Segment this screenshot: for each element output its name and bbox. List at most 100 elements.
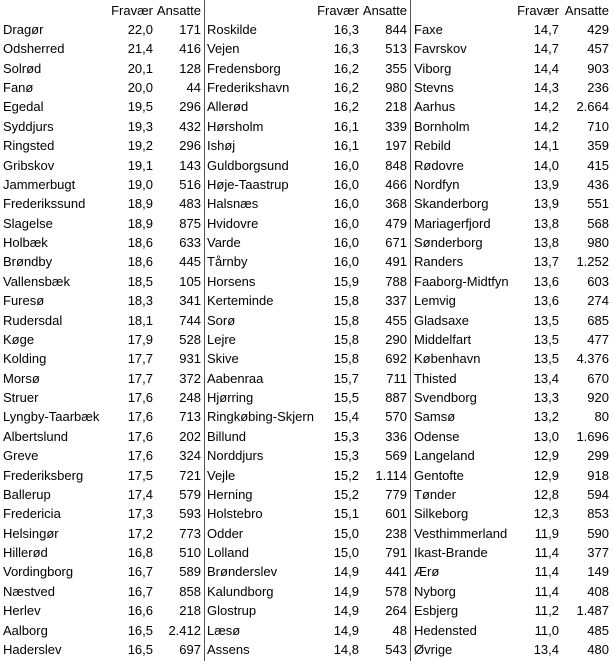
- absence-value: 14,9: [333, 564, 359, 580]
- absence-value: 15,2: [333, 467, 359, 483]
- municipality: Ishøj: [207, 138, 236, 154]
- municipality: Kolding: [3, 351, 47, 367]
- absence-value: 17,7: [127, 370, 153, 386]
- municipality: Slagelse: [3, 215, 53, 231]
- absence-value: 15,8: [333, 293, 359, 309]
- absence-value: 16,1: [333, 118, 359, 134]
- employees-value: 368: [385, 196, 407, 212]
- employees-value: 149: [587, 564, 609, 580]
- municipality: Mariagerfjord: [414, 215, 491, 231]
- municipality: København: [414, 351, 481, 367]
- absence-value: 18,6: [127, 254, 153, 270]
- absence-value: 11,4: [534, 583, 559, 599]
- municipality: Hørsholm: [207, 118, 264, 134]
- employees-value: 105: [179, 273, 201, 289]
- absence-value: 11,4: [534, 545, 559, 560]
- employees-value: 80: [594, 409, 609, 425]
- absence-value: 16,0: [333, 176, 359, 192]
- employees-value: 296: [179, 138, 201, 154]
- municipality: Greve: [3, 448, 39, 464]
- employees-value: 543: [385, 641, 407, 657]
- municipality: Næstved: [3, 583, 56, 599]
- absence-value: 17,6: [127, 428, 153, 444]
- absence-value: 18,9: [127, 215, 153, 231]
- municipality: Vejen: [207, 41, 240, 57]
- employees-value: 844: [385, 21, 407, 37]
- employees-value: 432: [179, 118, 201, 134]
- absence-value: 14,9: [333, 583, 359, 599]
- municipality: Herlev: [3, 603, 41, 619]
- absence-value: 13,8: [533, 215, 559, 231]
- absence-value: 16,3: [333, 41, 359, 57]
- employees-value: 713: [179, 409, 201, 425]
- municipality: Tønder: [414, 486, 456, 502]
- municipality: Skive: [207, 351, 239, 367]
- municipality: Ærø: [414, 564, 440, 580]
- employees-value: 848: [385, 157, 407, 173]
- municipality: Odder: [207, 525, 244, 541]
- absence-value: 14,7: [533, 41, 559, 57]
- employees-value: 299: [587, 448, 609, 464]
- municipality: Morsø: [3, 370, 40, 386]
- absence-value: 16,0: [333, 157, 359, 173]
- employees-value: 355: [385, 60, 407, 76]
- absence-value: 19,5: [127, 99, 153, 115]
- municipality: Vordingborg: [3, 564, 74, 580]
- employees-value: 457: [587, 41, 609, 57]
- municipality: Rebild: [414, 138, 451, 154]
- municipality: Ballerup: [3, 486, 51, 502]
- absence-value: 11,9: [534, 525, 559, 541]
- employees-value: 551: [587, 196, 609, 212]
- absence-value: 13,6: [533, 273, 559, 289]
- employees-value: 274: [587, 293, 609, 309]
- municipality: Struer: [3, 390, 39, 405]
- absence-value: 15,0: [333, 545, 359, 560]
- employees-value: 485: [587, 622, 609, 638]
- municipality: Jammerbugt: [3, 176, 76, 192]
- employees-value: 290: [385, 331, 407, 347]
- employees-value: 590: [587, 525, 609, 541]
- header-employees: Ansatte: [564, 2, 609, 18]
- municipality: Sønderborg: [414, 235, 483, 250]
- employees-value: 594: [587, 486, 609, 502]
- municipality: Nordfyn: [414, 176, 460, 192]
- municipality: Vejle: [207, 467, 236, 483]
- municipality: Hedensted: [414, 622, 477, 638]
- municipality: Fredericia: [3, 506, 61, 522]
- municipality: Aabenraa: [207, 370, 264, 386]
- absence-value: 17,4: [127, 486, 153, 502]
- municipality: Assens: [207, 641, 250, 657]
- municipality: Aalborg: [3, 622, 48, 638]
- employees-value: 887: [385, 390, 407, 405]
- employees-value: 238: [385, 525, 407, 541]
- header-employees: Ansatte: [362, 2, 407, 18]
- municipality: Brøndby: [3, 254, 53, 270]
- employees-value: 601: [385, 506, 407, 522]
- municipality: Kerteminde: [207, 293, 274, 309]
- employees-value: 858: [179, 583, 201, 599]
- municipality: Gentofte: [414, 467, 464, 483]
- employees-value: 1.696: [576, 428, 609, 444]
- employees-value: 2.412: [168, 622, 201, 638]
- employees-value: 980: [385, 80, 407, 95]
- employees-value: 483: [179, 196, 201, 212]
- municipality: Faxe: [414, 21, 443, 37]
- absence-value: 16,6: [127, 603, 153, 619]
- municipality: Bornholm: [414, 118, 470, 134]
- employees-value: 569: [385, 448, 407, 464]
- municipality: Haderslev: [3, 641, 62, 657]
- municipality: Halsnæs: [207, 196, 259, 212]
- absence-value: 13,4: [533, 370, 559, 386]
- employees-value: 516: [179, 176, 201, 192]
- absence-value: 15,3: [333, 428, 359, 444]
- absence-value: 13,9: [533, 176, 559, 192]
- municipality: Thisted: [414, 370, 457, 386]
- employees-value: 578: [385, 583, 407, 599]
- employees-value: 197: [385, 138, 407, 154]
- absence-value: 18,3: [127, 293, 153, 309]
- municipality: Rødovre: [414, 157, 464, 173]
- absence-value: 15,1: [333, 506, 359, 522]
- employees-value: 143: [179, 157, 201, 173]
- employees-value: 791: [385, 545, 407, 560]
- absence-value: 17,6: [127, 390, 153, 405]
